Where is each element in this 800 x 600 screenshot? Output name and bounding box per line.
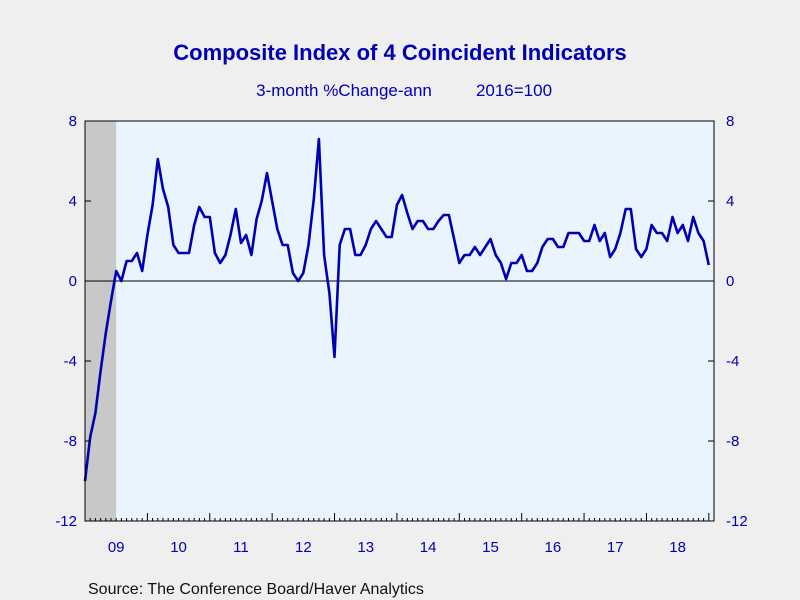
x-tick-label: 18 — [669, 539, 686, 556]
x-tick-label: 11 — [233, 539, 249, 556]
y-tick-label-right: -4 — [726, 353, 739, 370]
y-tick-label-left: 8 — [69, 113, 77, 130]
y-tick-label-left: 0 — [69, 273, 77, 290]
x-tick-label: 17 — [607, 539, 624, 556]
y-tick-label-left: -4 — [64, 353, 77, 370]
y-tick-label-right: -12 — [726, 513, 748, 530]
series-line — [83, 137, 711, 482]
chart-subtitle-measure: 3-month %Change-ann — [256, 81, 432, 100]
chart-title: Composite Index of 4 Coincident Indicato… — [173, 40, 627, 65]
recession-shading — [85, 121, 117, 521]
x-tick-label: 14 — [420, 539, 437, 556]
x-tick-label: 15 — [482, 539, 499, 556]
y-tick-label-left: -8 — [64, 433, 77, 450]
y-tick-label-left: -12 — [55, 513, 77, 530]
x-tick-label: 16 — [545, 539, 562, 556]
x-tick-label: 10 — [170, 539, 187, 556]
y-tick-label-right: 8 — [726, 113, 734, 130]
x-tick-label: 12 — [295, 539, 312, 556]
y-tick-label-right: -8 — [726, 433, 739, 450]
y-tick-label-left: 4 — [69, 193, 77, 210]
source-note: Source: The Conference Board/Haver Analy… — [88, 581, 424, 598]
x-tick-label: 13 — [357, 539, 374, 556]
x-tick-label: 09 — [108, 539, 125, 556]
y-tick-label-right: 0 — [726, 273, 734, 290]
plot-area — [85, 121, 714, 521]
plot-frame — [84, 120, 715, 522]
y-tick-label-right: 4 — [726, 193, 734, 210]
chart-subtitle-base: 2016=100 — [476, 81, 552, 100]
